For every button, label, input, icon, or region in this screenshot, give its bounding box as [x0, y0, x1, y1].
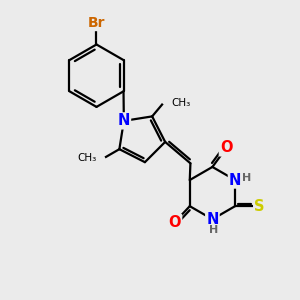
Text: O: O — [169, 215, 181, 230]
Text: N: N — [229, 172, 241, 188]
Text: H: H — [209, 225, 218, 235]
Text: O: O — [220, 140, 232, 155]
Text: H: H — [242, 172, 251, 183]
Text: N: N — [206, 212, 219, 227]
Text: CH₃: CH₃ — [78, 153, 97, 164]
Text: Br: Br — [88, 16, 105, 30]
Text: N: N — [118, 113, 130, 128]
Text: CH₃: CH₃ — [171, 98, 190, 108]
Text: S: S — [254, 199, 265, 214]
